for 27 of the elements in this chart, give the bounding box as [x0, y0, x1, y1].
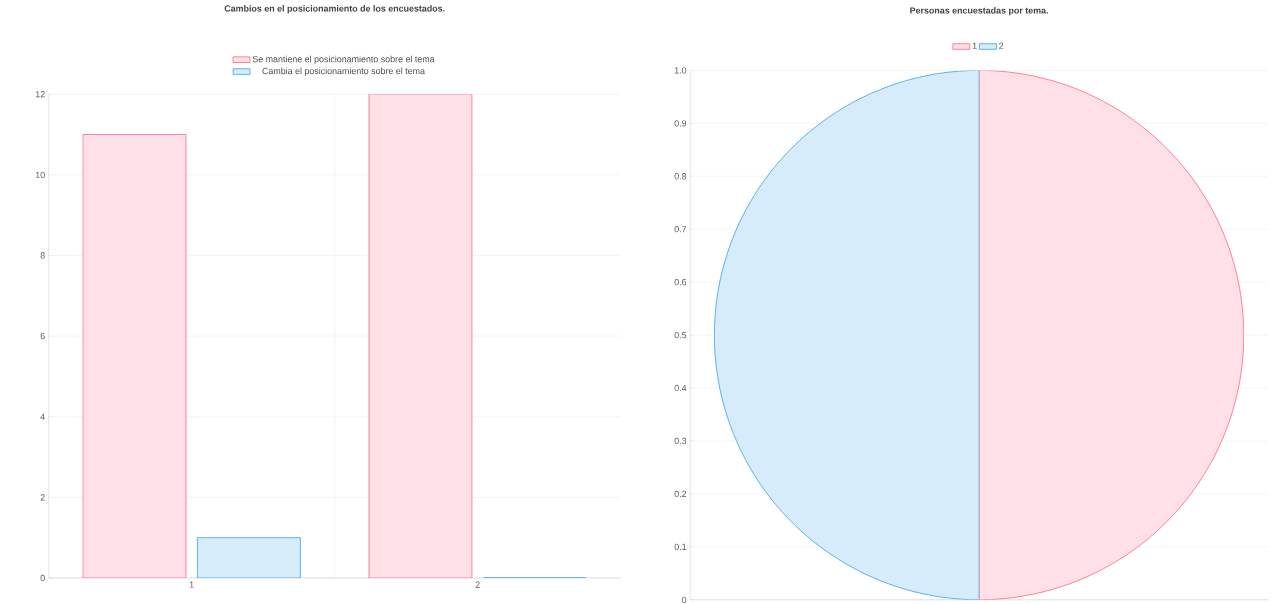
text: 0.9: [674, 120, 687, 127]
text: 0.8: [674, 173, 687, 180]
y-tick-label: 2: [40, 494, 45, 501]
legend-label: Se mantiene el posicionamiento sobre el tema: [252, 55, 435, 65]
text: 0.7: [674, 226, 687, 233]
text: 0.4: [674, 385, 687, 392]
text: 0.1: [674, 543, 687, 551]
y-tick-label: 10: [35, 171, 45, 179]
text: 0.2: [674, 490, 687, 498]
chart-title: Personas encuestadas por tema.: [910, 7, 1048, 16]
legend-label: 1: [972, 42, 977, 49]
bar: [82, 134, 187, 579]
text: 0: [681, 596, 687, 604]
y-tick-label: 6: [40, 333, 45, 340]
text: 0.6: [674, 279, 687, 286]
bar: [368, 94, 473, 579]
text: 1.0: [674, 67, 687, 74]
y-tick-label: 12: [35, 91, 45, 98]
text: 0.3: [674, 437, 687, 445]
chart-title: Cambios en el posicionamiento de los encuestados.: [224, 5, 445, 14]
y-tick-label: 4: [40, 413, 45, 420]
y-tick-label: 8: [40, 252, 45, 259]
legend-label: Cambia el posicionamiento sobre el tema: [262, 67, 425, 76]
y-tick-label: 0: [40, 574, 45, 582]
bar: [196, 537, 301, 579]
legend-label: 2: [999, 42, 1004, 49]
text: 0.5: [674, 332, 687, 339]
